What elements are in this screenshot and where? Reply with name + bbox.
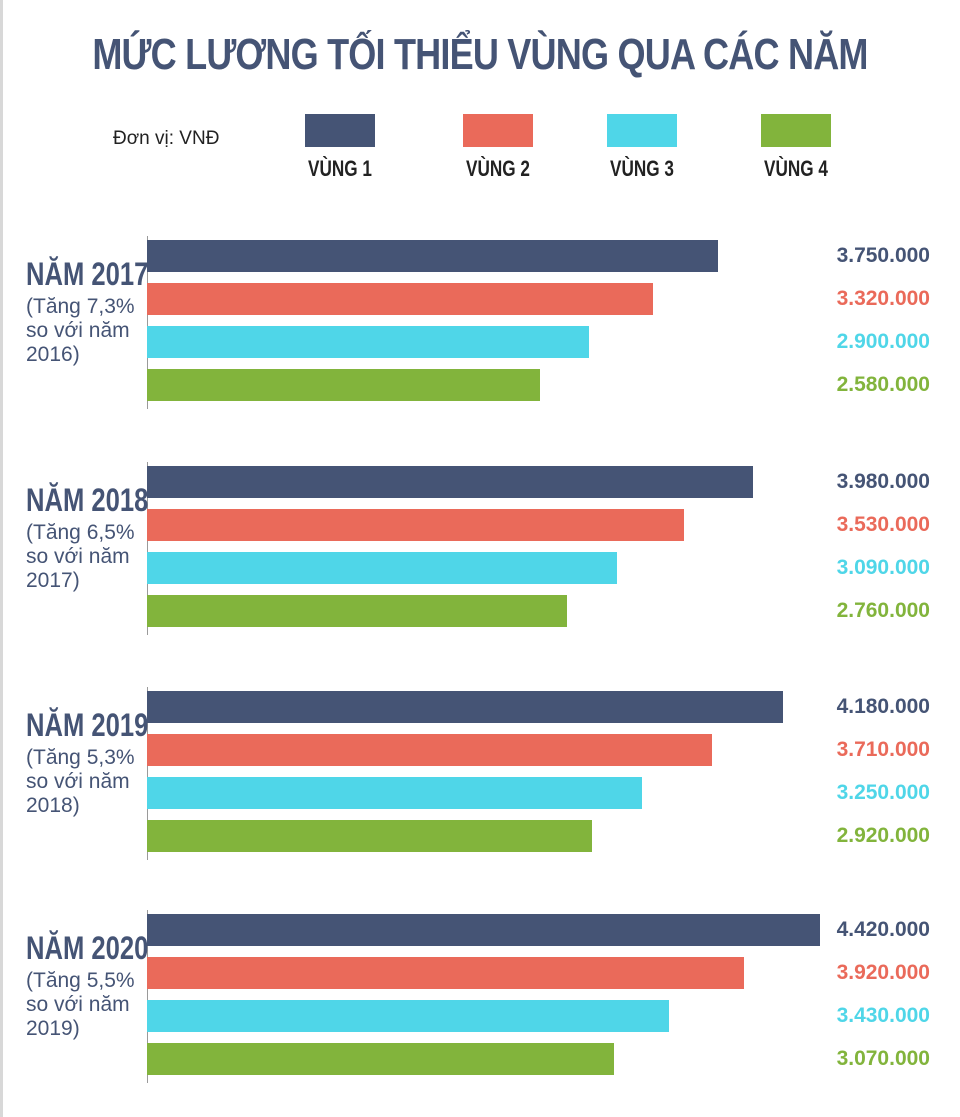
bar bbox=[147, 326, 589, 358]
axis-line bbox=[147, 462, 148, 635]
legend-swatch-3 bbox=[607, 114, 677, 147]
bar bbox=[147, 283, 653, 315]
data-label: 4.420.000 bbox=[836, 918, 930, 941]
bar bbox=[147, 466, 753, 498]
axis-line bbox=[147, 910, 148, 1083]
bar bbox=[147, 777, 642, 809]
group-title: NĂM 2020 bbox=[26, 930, 149, 966]
data-label: 3.430.000 bbox=[836, 1004, 930, 1027]
group-note-line: (Tăng 5,5% bbox=[26, 969, 135, 992]
data-label: 3.980.000 bbox=[836, 470, 930, 493]
group-title: NĂM 2018 bbox=[26, 482, 149, 518]
data-label: 3.070.000 bbox=[836, 1047, 930, 1070]
group-note-line: so với năm bbox=[26, 545, 130, 568]
axis-line bbox=[147, 236, 148, 409]
unit-label: Đơn vị: VNĐ bbox=[113, 128, 220, 149]
bar bbox=[147, 552, 617, 584]
group-note-line: 2018) bbox=[26, 794, 80, 817]
group-note: (Tăng 5,3% so với năm 2018) bbox=[26, 746, 151, 818]
data-label: 2.760.000 bbox=[836, 599, 930, 622]
data-label: 4.180.000 bbox=[836, 695, 930, 718]
legend-swatch-4 bbox=[761, 114, 831, 147]
legend-label-1: VÙNG 1 bbox=[308, 156, 372, 181]
legend-swatch-1 bbox=[305, 114, 375, 147]
axis-line bbox=[147, 687, 148, 860]
bar bbox=[147, 595, 567, 627]
group-note-line: (Tăng 5,3% bbox=[26, 746, 135, 769]
data-label: 2.920.000 bbox=[836, 824, 930, 847]
legend-label-4: VÙNG 4 bbox=[764, 156, 828, 181]
data-label: 2.580.000 bbox=[836, 373, 930, 396]
group-title: NĂM 2017 bbox=[26, 256, 149, 292]
page-border bbox=[0, 0, 3, 1117]
bar bbox=[147, 369, 540, 401]
data-label: 2.900.000 bbox=[836, 330, 930, 353]
group-note: (Tăng 7,3% so với năm 2016) bbox=[26, 295, 151, 367]
chart-title: MỨC LƯƠNG TỐI THIỂU VÙNG QUA CÁC NĂM bbox=[92, 30, 868, 79]
data-label: 3.750.000 bbox=[836, 244, 930, 267]
group-note-line: 2019) bbox=[26, 1017, 80, 1040]
bar bbox=[147, 820, 592, 852]
bar bbox=[147, 509, 684, 541]
bar bbox=[147, 1043, 614, 1075]
data-label: 3.710.000 bbox=[836, 738, 930, 761]
group-note-line: (Tăng 7,3% bbox=[26, 295, 135, 318]
data-label: 3.090.000 bbox=[836, 556, 930, 579]
data-label: 3.250.000 bbox=[836, 781, 930, 804]
bar bbox=[147, 240, 718, 272]
bar bbox=[147, 691, 783, 723]
group-note: (Tăng 5,5% so với năm 2019) bbox=[26, 969, 151, 1041]
group-note-line: so với năm bbox=[26, 319, 130, 342]
group-title: NĂM 2019 bbox=[26, 707, 149, 743]
bar bbox=[147, 957, 744, 989]
bar bbox=[147, 734, 712, 766]
bar bbox=[147, 1000, 669, 1032]
group-note-line: 2017) bbox=[26, 569, 80, 592]
legend-label-3: VÙNG 3 bbox=[610, 156, 674, 181]
group-note-line: so với năm bbox=[26, 993, 130, 1016]
legend-label-2: VÙNG 2 bbox=[466, 156, 530, 181]
group-note: (Tăng 6,5% so với năm 2017) bbox=[26, 521, 151, 593]
data-label: 3.920.000 bbox=[836, 961, 930, 984]
bar bbox=[147, 914, 820, 946]
data-label: 3.320.000 bbox=[836, 287, 930, 310]
group-note-line: so với năm bbox=[26, 770, 130, 793]
data-label: 3.530.000 bbox=[836, 513, 930, 536]
legend-swatch-2 bbox=[463, 114, 533, 147]
group-note-line: 2016) bbox=[26, 343, 80, 366]
group-note-line: (Tăng 6,5% bbox=[26, 521, 135, 544]
